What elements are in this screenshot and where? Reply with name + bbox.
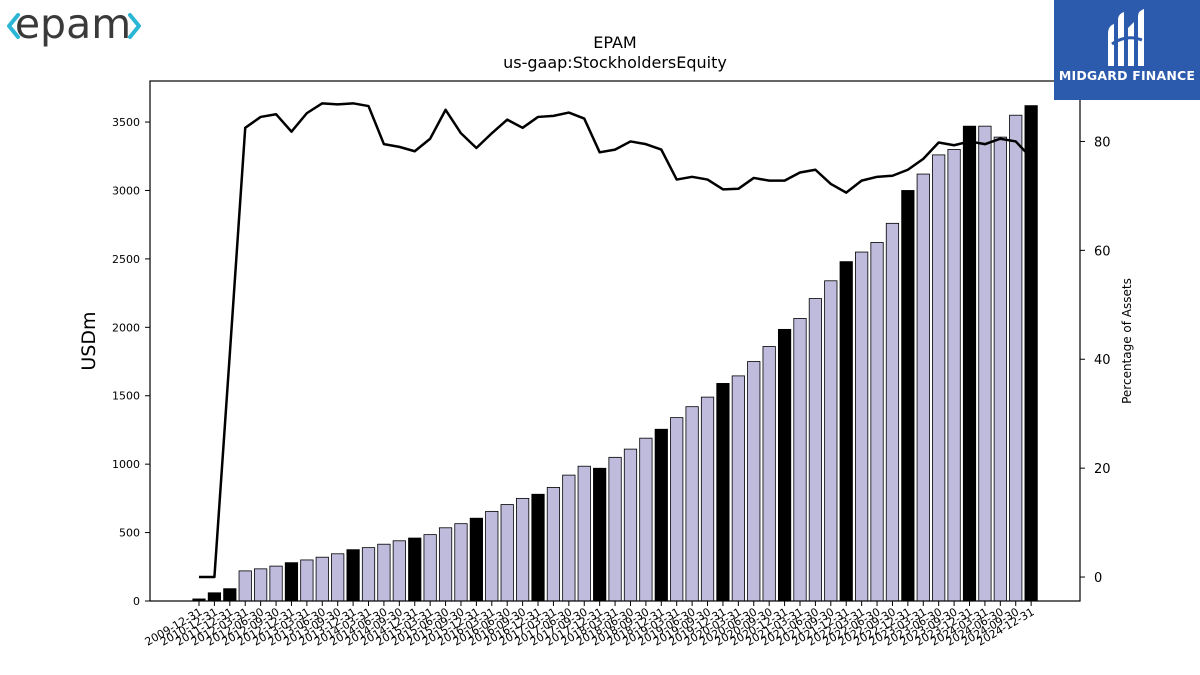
bar-2015-12-31 [469,517,483,602]
bar-2017-12-31 [593,467,607,602]
right-tick-label: 60 [1094,244,1111,259]
x-axis: 2009-12-312010-12-312011-12-312012-03-31… [143,601,1037,649]
bar-2023-09-30 [947,149,961,602]
bar-2012-06-30 [254,568,268,602]
left-tick-label: 2000 [112,321,140,334]
epam-left-chevron-icon [7,13,20,39]
left-tick-label: 2500 [112,253,140,266]
bar-2022-09-30 [885,222,900,602]
epam-wordmark: epam [15,2,131,48]
bar-2018-09-30 [639,437,653,602]
bar-2022-06-30 [870,242,884,602]
bar-2015-03-31 [423,534,437,602]
bar-2017-06-30 [562,474,576,602]
chart-title: EPAM [593,33,636,52]
bar-2015-06-30 [438,527,453,602]
bar-2013-03-31 [300,559,314,602]
bar-2018-12-31 [654,428,668,602]
bar-2014-06-30 [377,543,391,602]
bar-2020-06-30 [747,361,761,602]
bar-2016-09-30 [516,497,530,602]
bar-2013-12-31 [346,549,360,602]
bar-2016-06-30 [500,504,514,602]
left-tick-label: 0 [133,595,140,608]
percentage-of-assets-line [199,102,1033,579]
bar-2020-12-31 [777,328,792,602]
right-tick-label: 0 [1094,571,1102,586]
left-tick-label: 1000 [112,458,140,471]
bar-2024-09-30 [1009,114,1023,602]
bar-2016-12-31 [531,493,545,602]
bar-2020-09-30 [762,346,776,602]
right-tick-label: 80 [1094,135,1111,150]
midgard-finance-logo: MIDGARD FINANCE [1054,0,1200,100]
bar-2021-03-31 [793,318,807,602]
bar-2024-03-31 [978,125,992,602]
right-y-axis-label: Percentage of Assets [1120,278,1134,404]
bar-2016-03-31 [485,510,499,602]
bar-2024-06-30 [993,136,1007,602]
bar-2014-09-30 [392,540,406,602]
bar-2022-12-31 [901,190,915,602]
left-tick-label: 500 [119,527,140,540]
bar-2012-03-31 [238,570,252,602]
bar-2024-12-31 [1024,105,1038,602]
bar-2019-09-30 [700,396,715,602]
chart-subtitle: us-gaap:StockholdersEquity [503,53,727,72]
bar-2020-03-31 [731,375,745,602]
left-tick-label: 3000 [112,184,140,197]
left-y-axis: 0 500 1000 1500 2000 2500 3000 3500 [112,116,150,608]
bar-2018-06-30 [623,448,638,602]
bar-2022-03-31 [855,251,869,602]
right-tick-label: 20 [1094,462,1111,477]
bar-2017-03-31 [546,487,561,602]
bar-2019-12-31 [716,383,730,602]
bar-2019-06-30 [685,406,699,602]
bar-2023-03-31 [916,173,930,602]
epam-right-chevron-icon [128,13,141,39]
bar-2013-06-30 [315,556,329,602]
left-tick-label: 1500 [112,390,140,403]
bar-2014-12-31 [408,537,422,602]
bar-2011-12-31 [223,588,237,602]
epam-logo: epam [4,0,144,58]
left-y-axis-label: USDm [78,311,100,370]
midgard-finance-wordmark: MIDGARD FINANCE [1058,68,1196,83]
bar-2017-09-30 [577,465,591,602]
bar-2018-03-31 [608,456,622,602]
bar-2012-09-30 [269,565,283,602]
right-y-axis: 0 20 40 60 80 [1080,135,1111,586]
bar-2023-12-31 [962,125,977,602]
bar-2021-12-31 [839,261,853,602]
bar-2023-06-30 [932,154,946,602]
bar-2014-03-31 [361,547,376,602]
bar-2012-12-31 [284,562,299,602]
bar-2021-09-30 [824,280,838,602]
bar-2021-06-30 [808,298,823,602]
bar-2013-09-30 [331,553,345,602]
bar-2015-09-30 [454,523,468,602]
bar-2010-12-31 [207,592,222,602]
bar-series [192,105,1038,602]
bar-2019-03-31 [670,417,684,602]
right-tick-label: 40 [1094,353,1111,368]
left-tick-label: 3500 [112,116,140,129]
midgard-mark-icon [1108,9,1144,66]
